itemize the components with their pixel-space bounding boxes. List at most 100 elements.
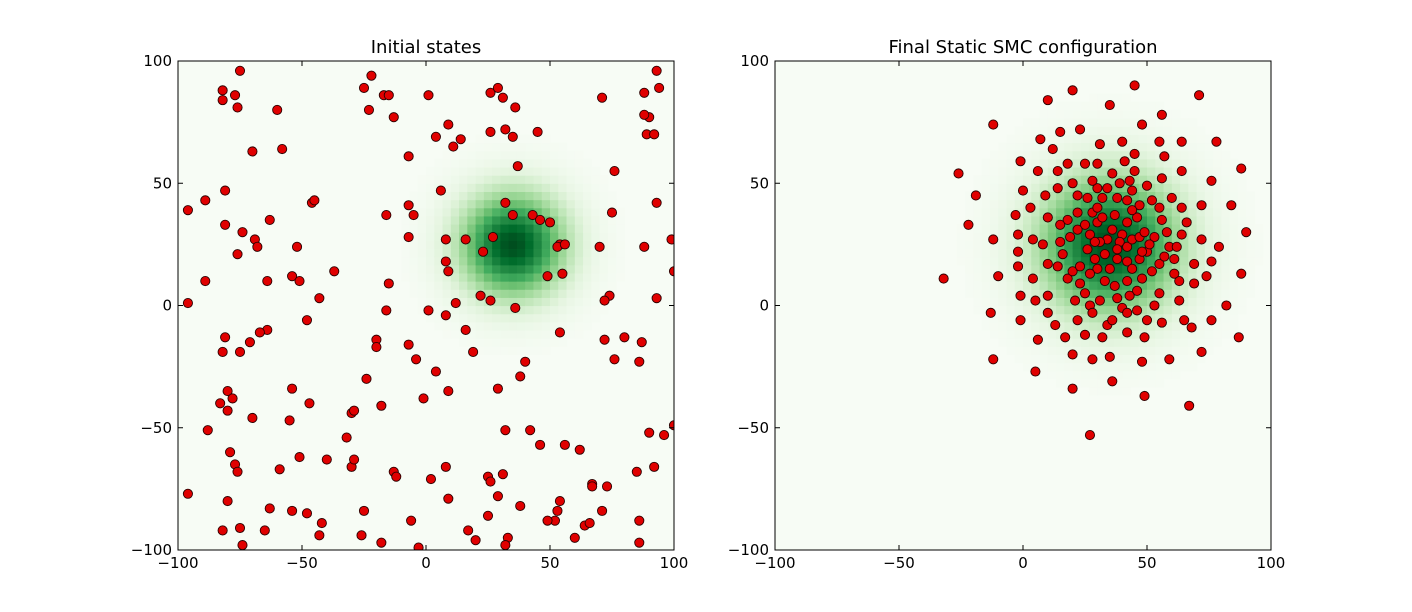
density-cell [1213,150,1222,160]
density-cell [1105,289,1115,298]
density-cell [1105,175,1115,184]
density-cell [516,338,526,347]
density-cell [1155,224,1165,233]
density-cell [981,175,991,184]
density-cell [1064,199,1074,209]
density-cell [1047,191,1057,201]
density-cell [1163,297,1173,307]
density-cell [475,272,485,282]
density-cell [558,199,568,209]
density-cell [1089,346,1098,355]
density-cell [1089,142,1098,152]
density-cell [574,191,584,201]
data-point [1104,99,1115,111]
density-cell [1180,281,1189,290]
density-cell [1196,224,1206,233]
density-cell [1138,150,1148,160]
density-cell [1023,297,1032,307]
data-point [1241,227,1252,238]
density-cell [1229,305,1239,315]
data-point [455,134,466,145]
density-cell [516,232,526,241]
density-cell [1237,175,1247,184]
density-cell [450,207,460,217]
density-cell [1180,142,1189,152]
data-point [435,185,446,196]
density-cell [1080,297,1090,307]
density-cell [516,256,526,266]
density-cell [417,175,427,184]
density-cell [1006,338,1016,347]
density-cell [1056,313,1065,323]
density-cell [591,175,601,184]
density-cell [492,264,501,274]
x-tick-label: −100 [754,554,795,572]
density-cell [591,297,601,307]
density-cell [1188,248,1198,258]
data-point [1114,178,1125,189]
data-point [225,447,236,458]
data-point [542,515,553,526]
density-cell [998,224,1008,233]
density-cell [1204,134,1214,144]
density-cell [1023,321,1032,331]
density-cell [566,207,576,217]
density-cell [475,346,485,355]
chart-title: Initial states [371,37,482,58]
density-cell [981,321,991,331]
density-cell [541,338,551,347]
density-cell [417,215,427,225]
density-cell [1064,378,1074,388]
density-cell [1130,354,1140,364]
density-cell [1180,289,1189,298]
density-cell [1163,264,1173,274]
density-cell [956,232,966,241]
density-cell [459,224,468,233]
density-cell [1113,321,1123,331]
density-cell [1072,183,1082,192]
data-point [448,141,459,152]
density-cell [1006,272,1016,282]
density-cell [1023,305,1032,315]
density-cell [508,321,518,331]
density-cell [1064,126,1074,135]
data-point [316,518,327,529]
density-cell [434,175,444,184]
density-cell [1105,240,1115,250]
density-cell [558,215,568,225]
density-cell [1237,297,1247,307]
density-cell [459,248,468,258]
data-point [1136,119,1148,130]
density-cell [973,289,983,298]
density-cell [1229,289,1239,298]
density-cell [483,321,493,331]
density-cell [500,297,510,307]
density-cell [500,338,510,347]
density-cell [483,305,493,315]
density-cell [1163,329,1173,339]
density-cell [1097,256,1107,266]
density-cell [492,297,501,307]
density-cell [1171,166,1181,176]
density-cell [483,289,493,298]
density-cell [981,166,991,176]
density-cell [417,240,427,250]
density-cell [1097,207,1107,217]
data-point [1194,90,1205,101]
density-cell [599,207,609,217]
density-cell [973,272,983,282]
density-cell [459,150,468,160]
density-cell [1188,224,1198,233]
density-cell [591,256,601,266]
density-cell [1089,166,1098,176]
density-cell [566,215,576,225]
density-cell [533,329,543,339]
density-cell [550,199,559,209]
density-cell [1023,191,1032,201]
density-cell [1229,175,1239,184]
data-point [227,393,238,404]
density-cell [1196,289,1206,298]
density-cell [409,264,419,274]
density-cell [525,264,535,274]
data-point [1206,315,1217,326]
